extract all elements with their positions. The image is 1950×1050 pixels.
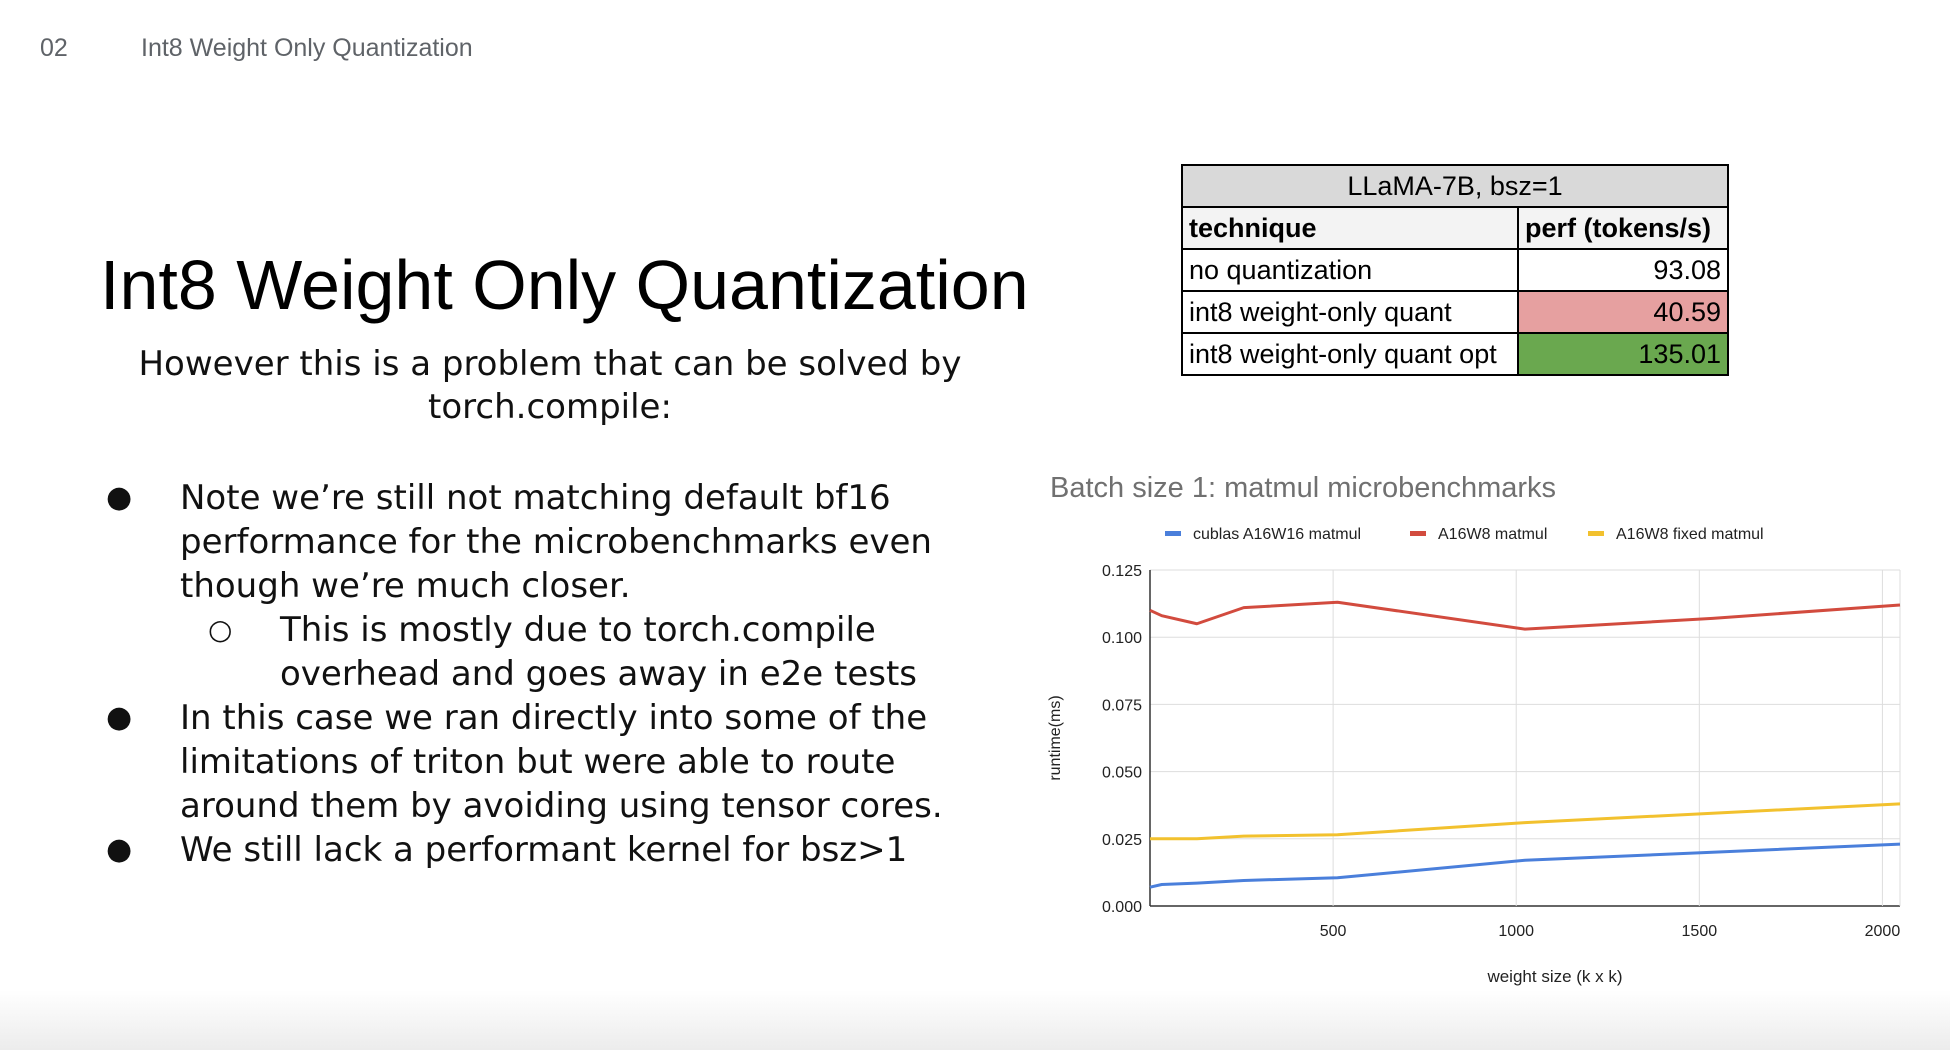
x-tick-label: 500 [1320,923,1347,940]
legend-label: A16W8 matmul [1438,526,1547,543]
cell-technique: no quantization [1181,248,1519,292]
x-tick-label: 1000 [1498,923,1534,940]
x-axis-label: weight size (k x k) [1486,967,1622,986]
bullet-item: ● We still lack a performant kernel for b… [100,828,980,872]
y-tick-label: 0.125 [1102,563,1142,580]
bullet-text: Note we’re still not matching default bf… [180,478,932,606]
bullet-text: This is mostly due to torch.compile over… [280,610,918,694]
y-axis-label: runtime(ms) [1047,695,1064,780]
slide-subtitle: However this is a problem that can be so… [138,344,962,427]
y-tick-label: 0.075 [1102,697,1142,714]
cell-technique: int8 weight-only quant opt [1181,332,1519,376]
bullet-list: ● Note we’re still not matching default b… [100,476,980,872]
chart-title: Batch size 1: matmul microbenchmarks [1050,472,1557,504]
legend-swatch [1588,531,1604,536]
header-perf: perf (tokens/s) [1517,206,1729,250]
legend-swatch [1165,531,1181,536]
cell-perf: 40.59 [1517,290,1729,334]
table-caption-row: LLaMA-7B, bsz=1 [1181,164,1729,208]
cell-technique: int8 weight-only quant [1181,290,1519,334]
bullet-dot-icon: ● [106,832,133,867]
y-tick-label: 0.050 [1102,765,1142,782]
slide-number: 02 [40,34,68,62]
y-tick-label: 0.100 [1102,630,1142,647]
bullet-dot-icon: ● [106,480,133,515]
legend-swatch [1410,531,1426,536]
bullet-circle-icon: ○ [208,613,233,646]
slide-section-label: Int8 Weight Only Quantization [141,34,473,62]
x-tick-label: 2000 [1865,923,1901,940]
header-technique: technique [1181,206,1519,250]
series-line [1149,600,1901,631]
table-caption: LLaMA-7B, bsz=1 [1181,164,1729,208]
table-row: no quantization 93.08 [1181,248,1729,292]
line-chart: 0.000 0.025 0.050 0.075 0.100 0.125 500 1000 150… [1047,526,1901,986]
y-tick-label: 0.000 [1102,899,1142,916]
y-tick-label: 0.025 [1102,832,1142,849]
legend-label: cublas A16W16 matmul [1193,526,1361,543]
legend-label: A16W8 fixed matmul [1616,526,1764,543]
sub-bullet-item: ○ This is mostly due to torch.compile ove… [100,608,980,696]
slide-title: Int8 Weight Only Quantization [100,246,1029,324]
bullet-item: ● In this case we ran directly into some … [100,696,980,828]
table-row: int8 weight-only quant opt 135.01 [1181,332,1729,376]
bullet-text: In this case we ran directly into some o… [180,698,943,826]
table-row: int8 weight-only quant 40.59 [1181,290,1729,334]
cell-perf: 135.01 [1517,332,1729,376]
series-line [1149,842,1901,889]
bullet-item: ● Note we’re still not matching default b… [100,476,980,608]
table-header-row: technique perf (tokens/s) [1181,206,1729,250]
series-line [1150,802,1901,841]
bottom-shadow [0,990,1950,1050]
cell-perf: 93.08 [1517,248,1729,292]
perf-table: LLaMA-7B, bsz=1 technique perf (tokens/s… [1181,164,1729,376]
bullet-text: We still lack a performant kernel for bs… [180,830,908,870]
x-tick-label: 1500 [1682,923,1718,940]
bullet-dot-icon: ● [106,700,133,735]
